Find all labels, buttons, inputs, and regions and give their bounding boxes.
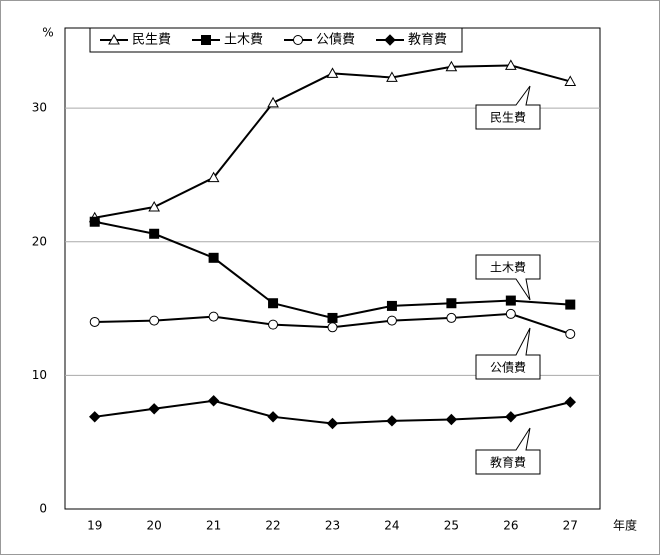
marker	[267, 96, 279, 108]
marker	[386, 71, 398, 82]
marker	[267, 411, 279, 423]
marker	[208, 311, 219, 322]
x-tick-label: 24	[384, 519, 399, 533]
y-tick-label: 10	[32, 368, 47, 382]
marker	[446, 312, 457, 323]
callout-label: 民生費	[490, 110, 526, 125]
marker	[505, 411, 517, 423]
marker	[326, 417, 339, 430]
marker	[327, 322, 338, 333]
marker	[207, 171, 220, 183]
callout-label: 土木費	[490, 260, 526, 275]
callout-box	[475, 254, 541, 301]
marker	[564, 75, 577, 86]
marker	[207, 395, 220, 407]
marker	[386, 415, 398, 427]
marker	[564, 396, 576, 408]
marker	[505, 308, 516, 319]
marker	[565, 328, 576, 339]
marker	[108, 33, 120, 45]
legend-label: 民生費	[132, 33, 171, 48]
y-axis-label: %	[42, 26, 53, 40]
callout-label: 公債費	[490, 360, 526, 375]
y-tick-label: 20	[32, 234, 47, 248]
x-tick-label: 23	[325, 519, 340, 533]
marker	[565, 299, 576, 310]
marker	[149, 315, 160, 326]
marker	[326, 67, 339, 78]
callout-label: 教育費	[490, 455, 526, 470]
callout-box	[475, 427, 541, 475]
x-tick-label: 22	[265, 519, 280, 533]
marker	[446, 298, 457, 309]
legend-label: 土木費	[224, 33, 263, 48]
callout-box	[475, 327, 541, 380]
x-axis-label: 年度	[613, 518, 637, 533]
marker	[89, 316, 100, 327]
marker	[386, 315, 397, 326]
x-tick-label: 20	[147, 519, 162, 533]
marker	[148, 201, 161, 212]
x-tick-label: 26	[503, 519, 518, 533]
marker	[445, 60, 458, 72]
marker	[208, 252, 219, 263]
legend-label: 教育費	[408, 32, 447, 48]
callout-box	[475, 85, 541, 130]
x-tick-label: 19	[87, 519, 102, 533]
y-tick-label: 30	[32, 101, 47, 115]
marker	[89, 411, 101, 423]
marker	[268, 319, 279, 330]
legend-label: 公債費	[316, 33, 355, 48]
marker	[386, 300, 397, 311]
marker	[505, 295, 516, 306]
marker	[293, 35, 303, 45]
y-tick-label: 0	[39, 502, 47, 516]
marker	[201, 35, 211, 45]
x-tick-label: 27	[563, 519, 578, 533]
marker	[327, 312, 338, 323]
marker	[384, 34, 396, 46]
marker	[148, 403, 160, 415]
marker	[504, 59, 517, 70]
marker	[445, 413, 458, 426]
marker	[149, 228, 160, 239]
x-tick-label: 21	[206, 519, 221, 533]
x-tick-label: 25	[444, 519, 459, 533]
marker	[268, 298, 279, 309]
marker	[89, 216, 100, 227]
